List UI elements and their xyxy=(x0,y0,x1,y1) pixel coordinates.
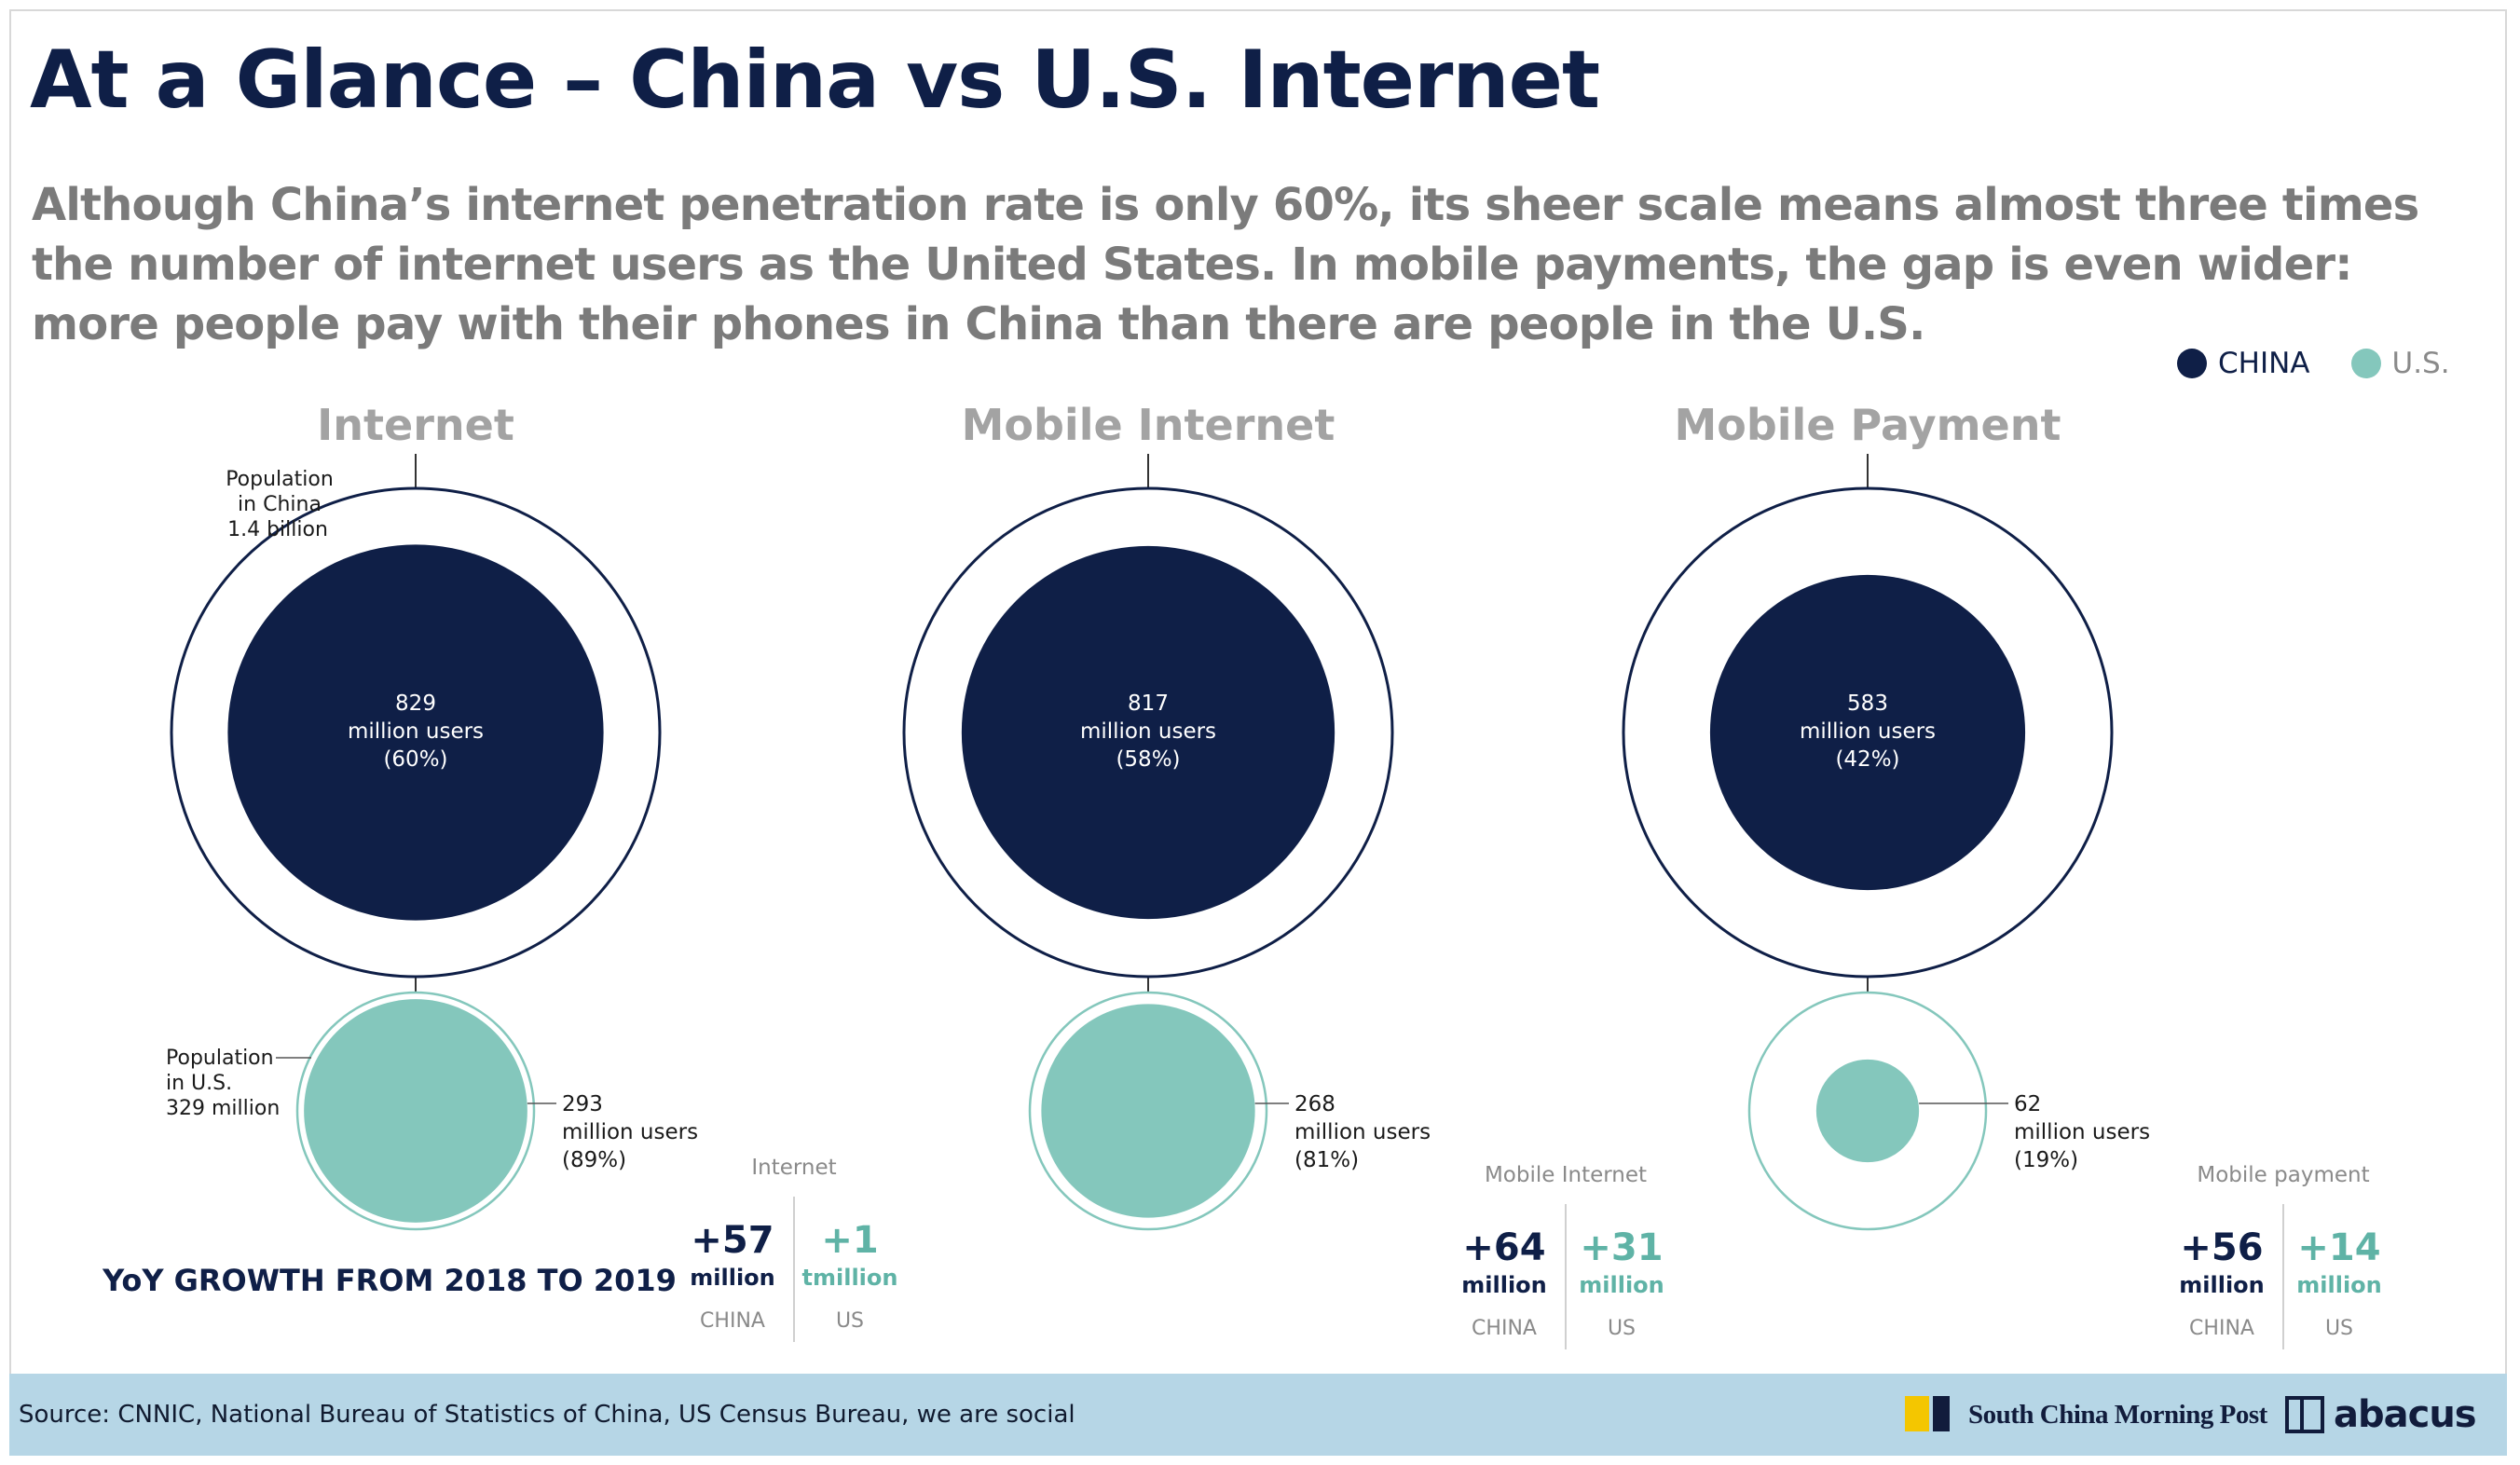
us-population-label: in U.S. xyxy=(166,1072,232,1095)
china-users-label: (60%) xyxy=(383,747,447,772)
us-users-label: 268 xyxy=(1294,1092,1335,1116)
us-users-label: (19%) xyxy=(2014,1148,2078,1172)
abacus-logo: abacus xyxy=(2285,1393,2477,1436)
china-population-value: 1.4 billion xyxy=(227,518,328,541)
panel-title: Mobile Payment xyxy=(1674,400,2061,450)
china-population-circle xyxy=(170,486,662,979)
growth-title: Mobile Internet xyxy=(1485,1163,1647,1187)
china-population-circle xyxy=(1622,486,2114,979)
abacus-wordmark: abacus xyxy=(2334,1393,2477,1436)
growth-us-unit: million xyxy=(1579,1272,1664,1298)
us-users-bubble xyxy=(1815,1059,1920,1163)
china-users-label: 817 xyxy=(1128,691,1169,716)
growth-china-value: +56 xyxy=(2180,1226,2263,1269)
growth-block: Mobile Internet +64 million CHINA +31 million… xyxy=(1461,1163,1664,1349)
growth-china-unit: million xyxy=(690,1265,775,1291)
legend-swatch-us xyxy=(2350,349,2381,378)
legend-swatch-china xyxy=(2177,349,2207,378)
us-users-label: (81%) xyxy=(1294,1148,1359,1172)
page-title: At a Glance – China vs U.S. Internet xyxy=(30,34,1600,127)
growth-us-unit: tmillion xyxy=(802,1265,898,1291)
growth-us-value: +1 xyxy=(821,1219,878,1262)
china-users-label: million users xyxy=(1080,719,1216,744)
growth-us-value: +14 xyxy=(2297,1226,2380,1269)
panel-1: Internet 829 million users (60%) 293 million … xyxy=(170,400,698,1231)
yoy-growth-label: YoY GROWTH FROM 2018 TO 2019 xyxy=(102,1263,677,1298)
us-users-label: 293 xyxy=(562,1092,603,1116)
growth-us-value: +31 xyxy=(1580,1226,1663,1269)
legend-item-us: U.S. xyxy=(2350,347,2450,380)
growth-title: Mobile payment xyxy=(2197,1163,2369,1187)
china-users-bubble xyxy=(1709,574,2026,891)
source-note: Source: CNNIC, National Bureau of Statis… xyxy=(19,1401,1075,1429)
growth-china-unit: million xyxy=(2179,1272,2265,1298)
us-users-label: million users xyxy=(2014,1120,2150,1144)
scmp-logo: South China Morning Post xyxy=(1905,1396,2267,1433)
growth-us-label: US xyxy=(1608,1317,1636,1340)
growth-china-value: +64 xyxy=(1462,1226,1545,1269)
panel-title: Mobile Internet xyxy=(962,400,1335,450)
china-users-label: 583 xyxy=(1847,691,1888,716)
legend: CHINA U.S. xyxy=(2177,347,2491,380)
growth-china-label: CHINA xyxy=(1472,1317,1537,1340)
abacus-mark-icon xyxy=(2285,1396,2324,1433)
us-users-label: million users xyxy=(562,1120,698,1144)
us-population-label: Population xyxy=(166,1047,274,1070)
growth-china-unit: million xyxy=(1461,1272,1547,1298)
china-population-label: Population xyxy=(226,468,334,491)
us-users-label: (89%) xyxy=(562,1148,626,1172)
footer-bar: Source: CNNIC, National Bureau of Statis… xyxy=(9,1374,2507,1456)
growth-china-value: +57 xyxy=(691,1219,774,1262)
us-population-circle xyxy=(295,991,536,1231)
growth-china-label: CHINA xyxy=(2189,1317,2254,1340)
growth-us-unit: million xyxy=(2296,1272,2382,1298)
us-population-value: 329 million xyxy=(166,1097,280,1120)
growth-china-label: CHINA xyxy=(700,1309,765,1333)
growth-block: Internet +57 million CHINA +1 tmillion US xyxy=(690,1156,897,1342)
scmp-mark-icon xyxy=(1905,1396,1950,1433)
china-users-label: (58%) xyxy=(1116,747,1180,772)
panel-title: Internet xyxy=(317,400,514,450)
panel-2: Mobile Internet 817 million users (58%) 268 m… xyxy=(902,400,1431,1231)
legend-item-china: CHINA xyxy=(2177,347,2310,380)
china-users-bubble xyxy=(227,544,604,921)
page-subtitle: Although China’s internet penetration ra… xyxy=(32,179,2419,350)
us-users-label: 62 xyxy=(2014,1092,2041,1116)
china-users-bubble xyxy=(961,545,1335,920)
growth-us-label: US xyxy=(2325,1317,2353,1340)
us-population-circle xyxy=(1747,991,1988,1231)
china-users-label: million users xyxy=(348,719,484,744)
legend-label-china: CHINA xyxy=(2218,347,2310,380)
legend-label-us: U.S. xyxy=(2391,347,2450,380)
growth-us-label: US xyxy=(836,1309,864,1333)
china-users-label: (42%) xyxy=(1835,747,1899,772)
us-users-bubble xyxy=(304,999,527,1223)
china-users-label: million users xyxy=(1800,719,1936,744)
growth-block: Mobile payment +56 million CHINA +14 million U… xyxy=(2179,1163,2382,1349)
china-population-label: in China xyxy=(238,493,322,516)
us-users-bubble xyxy=(1041,1004,1255,1218)
us-users-label: million users xyxy=(1294,1120,1431,1144)
china-population-circle xyxy=(902,486,1394,979)
us-population-circle xyxy=(1028,991,1268,1231)
panel-3: Mobile Payment 583 million users (42%) 62 mil… xyxy=(1622,400,2150,1231)
growth-title: Internet xyxy=(751,1156,836,1180)
scmp-wordmark: South China Morning Post xyxy=(1968,1399,2267,1430)
china-users-label: 829 xyxy=(395,691,436,716)
